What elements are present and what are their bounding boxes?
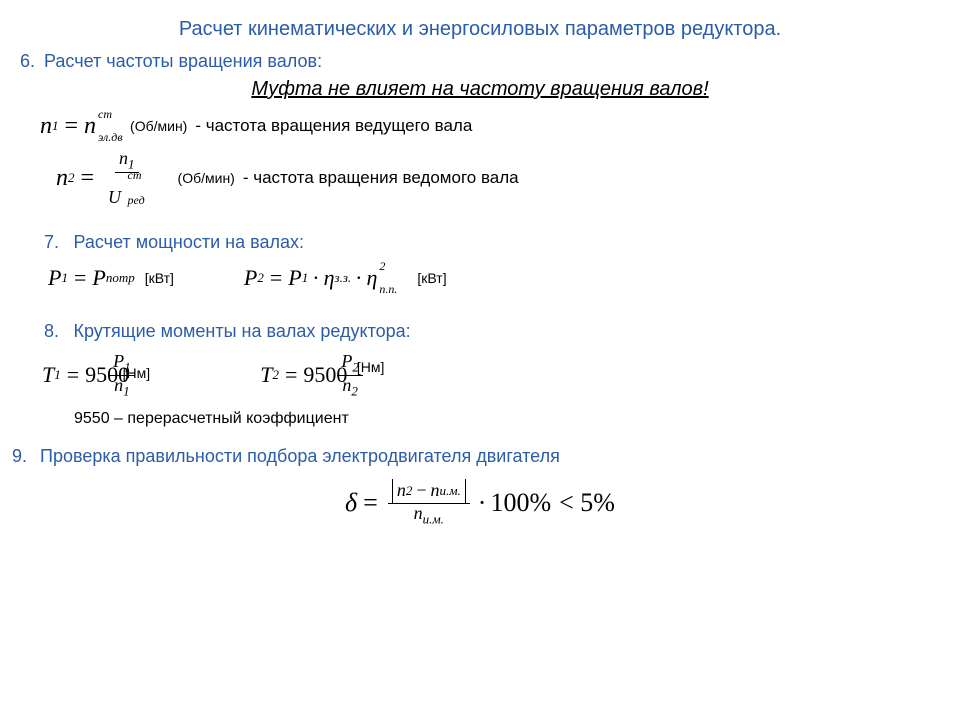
sec8-num: 8. [44, 321, 59, 341]
p2-lhs: P [244, 265, 257, 291]
t2-den-sub: 2 [351, 383, 358, 398]
sec9-num: 9. [12, 446, 27, 467]
n2-den-sub: ред [128, 194, 145, 207]
t2-den: n [342, 375, 351, 395]
sec9-title: Проверка правильности подбора электродви… [40, 446, 560, 466]
p2-f3-sub: п.п. [379, 282, 397, 297]
t1-lhs-sub: 1 [54, 367, 61, 383]
formula-delta: δ = n2 − nи.м. nи.м. · 100% < 5% [0, 479, 960, 527]
delta-a-sub: 2 [406, 484, 413, 498]
n2-unit: (Об/мин) [178, 170, 235, 186]
p1-rhs: P [92, 265, 105, 291]
n1-lhs-sub: 1 [52, 118, 59, 134]
t1-lhs: T [42, 362, 54, 388]
t2-lhs-sub: 2 [272, 367, 279, 383]
delta-var: δ [345, 488, 357, 518]
n1-rhs-sub: эл.дв [98, 130, 123, 145]
p2-f2-sub: з.з. [335, 270, 352, 286]
p2-f3: η [366, 265, 377, 291]
p2-f2: η [324, 265, 335, 291]
sec7-num: 7. [44, 232, 59, 252]
delta-a: n [397, 481, 406, 501]
delta-mult: 100% [490, 488, 551, 518]
n2-lhs: n [56, 165, 68, 192]
page-title: Расчет кинематических и энергосиловых па… [0, 0, 960, 51]
p2-f3-sup: 2 [379, 259, 385, 274]
delta-den-sub: и.м. [423, 512, 444, 527]
n1-rhs: n [84, 113, 96, 140]
n1-lhs: n [40, 113, 52, 140]
sec6-title: Расчет частоты вращения валов: [44, 51, 322, 71]
p1-unit: [кВт] [145, 270, 174, 286]
n2-den: U [108, 187, 121, 207]
p1-lhs-sub: 1 [61, 270, 68, 286]
t1-den-sub: 1 [123, 383, 130, 398]
delta-b: n [430, 481, 439, 501]
formula-n2: n2 = n1 U ст ред (Об/мин) - частота вращ… [56, 149, 960, 208]
p1-lhs: P [48, 265, 61, 291]
t2-unit: [Нм] [357, 359, 385, 375]
sec8-note: 9550 – перерасчетный коэффициент [74, 410, 960, 428]
n2-desc: - частота вращения ведомого вала [243, 168, 519, 188]
formula-p-row: P1 = Pпотр [кВт] P2 = P1 · ηз.з. · η 2 п… [48, 263, 960, 293]
sec7-title: Расчет мощности на валах: [73, 232, 304, 252]
delta-b-sub: и.м. [439, 484, 460, 498]
p1-rhs-sub: потр [106, 270, 135, 286]
t2-lhs: T [260, 362, 272, 388]
n2-num: n [119, 148, 128, 168]
delta-cmp: < 5% [559, 488, 615, 518]
t1-unit: [Нм] [123, 365, 151, 381]
sec8-title: Крутящие моменты на валах редуктора: [73, 321, 410, 341]
n1-unit: (Об/мин) [130, 118, 187, 134]
delta-den: n [414, 503, 423, 523]
n2-lhs-sub: 2 [68, 170, 75, 186]
sec6-note: Муфта не влияет на частоту вращения вало… [0, 78, 960, 101]
p2-f1: P [288, 265, 301, 291]
formula-n1: n1 = n ст эл.дв (Об/мин) - частота враще… [40, 111, 960, 141]
n2-den-sup: ст [128, 169, 142, 182]
t2-num: P [341, 351, 352, 371]
n1-rhs-sup: ст [98, 107, 112, 122]
p2-lhs-sub: 2 [257, 270, 264, 286]
formula-t-row: T1 = 9500 P1 n1 [Нм] T2 = 9500 P2 n2 [Нм… [42, 352, 960, 399]
sec6-num: 6. [20, 51, 35, 72]
p2-f1-sub: 1 [302, 270, 309, 286]
p2-unit: [кВт] [417, 270, 446, 286]
n1-desc: - частота вращения ведущего вала [195, 116, 472, 136]
